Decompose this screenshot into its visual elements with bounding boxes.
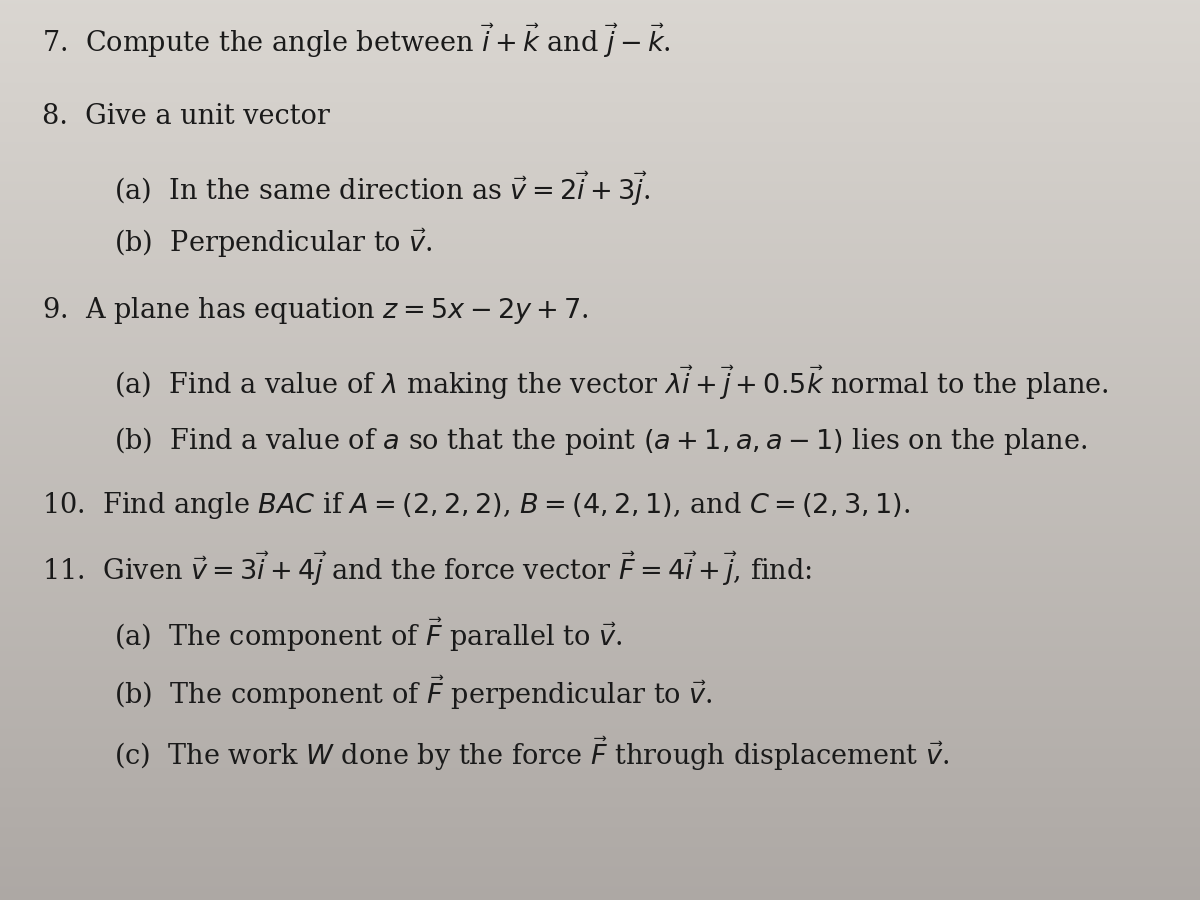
Text: 11.  Given $\vec{v} = 3\vec{i}+4\vec{j}$ and the force vector $\vec{F} = 4\vec{i: 11. Given $\vec{v} = 3\vec{i}+4\vec{j}$ … [42,550,812,588]
Text: (a)  The component of $\vec{F}$ parallel to $\vec{v}$.: (a) The component of $\vec{F}$ parallel … [114,616,623,653]
Text: 7.  Compute the angle between $\vec{i}+\vec{k}$ and $\vec{j}-\vec{k}$.: 7. Compute the angle between $\vec{i}+\v… [42,22,671,59]
Text: (b)  Perpendicular to $\vec{v}$.: (b) Perpendicular to $\vec{v}$. [114,226,433,260]
Text: (b)  The component of $\vec{F}$ perpendicular to $\vec{v}$.: (b) The component of $\vec{F}$ perpendic… [114,674,713,712]
Text: 8.  Give a unit vector: 8. Give a unit vector [42,104,330,130]
Text: (a)  Find a value of $\lambda$ making the vector $\lambda\vec{i}+\vec{j}+0.5\vec: (a) Find a value of $\lambda$ making the… [114,364,1109,401]
Text: (a)  In the same direction as $\vec{v} = 2\vec{i}+3\vec{j}$.: (a) In the same direction as $\vec{v} = … [114,170,650,208]
Text: (c)  The work $W$ done by the force $\vec{F}$ through displacement $\vec{v}$.: (c) The work $W$ done by the force $\vec… [114,734,949,772]
Text: 10.  Find angle $BAC$ if $A=(2,2,2)$, $B=(4,2,1)$, and $C=(2,3,1)$.: 10. Find angle $BAC$ if $A=(2,2,2)$, $B=… [42,491,910,521]
Text: (b)  Find a value of $a$ so that the point $(a+1, a, a-1)$ lies on the plane.: (b) Find a value of $a$ so that the poin… [114,425,1087,457]
Text: 9.  A plane has equation $z = 5x - 2y + 7$.: 9. A plane has equation $z = 5x - 2y + 7… [42,295,589,326]
